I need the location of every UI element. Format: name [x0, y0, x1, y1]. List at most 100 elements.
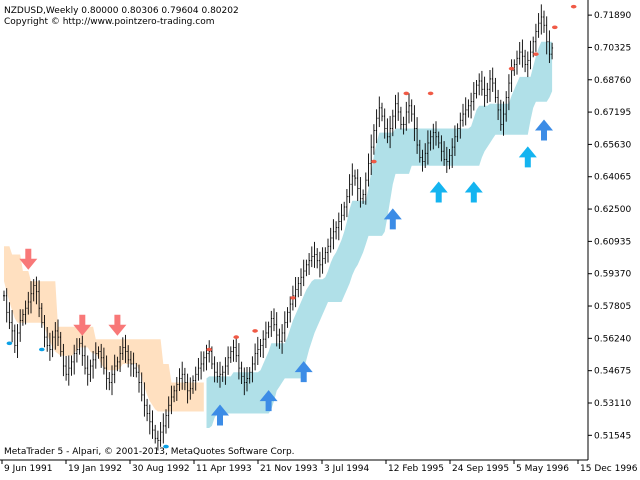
price-bar: [73, 344, 76, 375]
price-bar: [475, 79, 478, 99]
price-bar: [329, 227, 332, 253]
price-bar: [402, 116, 405, 135]
price-bar: [321, 247, 324, 274]
price-bar: [386, 118, 389, 144]
price-bar: [359, 177, 362, 208]
price-bar: [278, 328, 281, 349]
sell-arrow-icon: [73, 314, 92, 336]
sell-arrow-icon: [108, 314, 127, 336]
y-tick-label: 0.67195: [594, 108, 631, 118]
price-bar: [543, 10, 545, 33]
price-bar: [451, 138, 454, 168]
price-bar: [213, 356, 216, 383]
price-bar: [405, 101, 408, 131]
price-bar: [100, 343, 103, 368]
stop-dot-red: [570, 4, 577, 9]
price-bar: [416, 117, 419, 154]
price-bar: [356, 169, 359, 202]
stop-dot-blue: [163, 444, 169, 449]
x-tick-label: 11 Apr 1993: [196, 464, 252, 474]
price-bar: [472, 82, 475, 111]
price-bar: [16, 324, 19, 358]
price-bar: [459, 112, 462, 139]
price-bar: [46, 326, 49, 352]
buy-arrow-icon: [464, 181, 483, 203]
price-bar: [318, 251, 321, 278]
price-bar: [202, 351, 205, 372]
price-bar: [156, 430, 159, 451]
price-bar: [54, 322, 57, 350]
price-bar: [232, 339, 235, 362]
price-bar: [421, 149, 424, 172]
price-bar: [491, 67, 494, 92]
stop-dot-red: [508, 66, 515, 71]
price-bar: [348, 174, 351, 204]
sell-arrow-icon: [19, 248, 38, 270]
y-tick-label: 0.62500: [594, 205, 631, 215]
price-bar: [437, 131, 440, 149]
price-bar: [194, 366, 197, 391]
price-bar: [175, 376, 178, 401]
price-bar: [548, 30, 551, 64]
price-bar: [270, 310, 273, 337]
price-bar: [429, 130, 432, 151]
price-bar: [111, 365, 113, 396]
price-bar: [178, 368, 181, 392]
price-bar: [197, 357, 200, 381]
price-bar: [116, 356, 119, 372]
price-bar: [11, 310, 14, 343]
price-bar: [97, 346, 100, 359]
price-bar: [540, 4, 543, 35]
price-bar: [67, 355, 70, 386]
price-bar: [243, 367, 246, 396]
x-tick-label: 3 Jul 1994: [324, 464, 369, 474]
price-bar: [505, 91, 508, 122]
x-tick-label: 21 Nov 1993: [260, 464, 318, 474]
price-bar: [478, 73, 481, 96]
buy-arrow-icon: [211, 404, 229, 426]
y-tick-label: 0.54675: [594, 367, 631, 377]
price-bar: [140, 372, 143, 402]
price-bar: [391, 109, 394, 137]
price-bar: [426, 130, 429, 165]
price-bar: [440, 135, 443, 162]
x-tick-label: 24 Sep 1995: [452, 464, 509, 474]
price-bar: [167, 396, 170, 429]
price-bar: [372, 124, 375, 155]
price-bar: [65, 355, 68, 381]
price-bar: [148, 404, 151, 435]
y-tick-label: 0.60935: [594, 237, 631, 247]
price-bar: [551, 42, 554, 60]
y-tick-label: 0.70325: [594, 43, 631, 53]
price-bar: [3, 290, 5, 301]
price-bar: [375, 109, 378, 144]
price-bar: [470, 92, 473, 119]
buy-arrow-icon: [383, 208, 402, 230]
price-bar: [154, 424, 157, 444]
price-bar: [467, 99, 470, 118]
price-bar: [146, 398, 149, 422]
bearish-band: [4, 246, 204, 412]
y-tick-label: 0.57805: [594, 302, 631, 312]
price-bar: [464, 97, 467, 126]
price-bar: [170, 385, 173, 415]
price-bar: [78, 338, 81, 355]
x-tick-label: 30 Aug 1992: [132, 464, 190, 474]
price-bar: [443, 141, 446, 166]
price-bar: [389, 115, 392, 149]
price-bar: [394, 94, 397, 129]
stop-dot-blue: [6, 341, 13, 346]
price-bar: [305, 259, 308, 277]
price-bar: [310, 246, 313, 268]
price-bar: [143, 382, 146, 417]
platform-footer: MetaTrader 5 - Alpari, © 2001-2013, Meta…: [4, 447, 295, 457]
price-bar: [483, 76, 486, 107]
price-bar: [489, 70, 491, 102]
price-bar: [38, 280, 41, 318]
buy-arrow-icon: [518, 146, 537, 168]
price-bar: [256, 336, 259, 365]
price-bar: [251, 356, 254, 383]
